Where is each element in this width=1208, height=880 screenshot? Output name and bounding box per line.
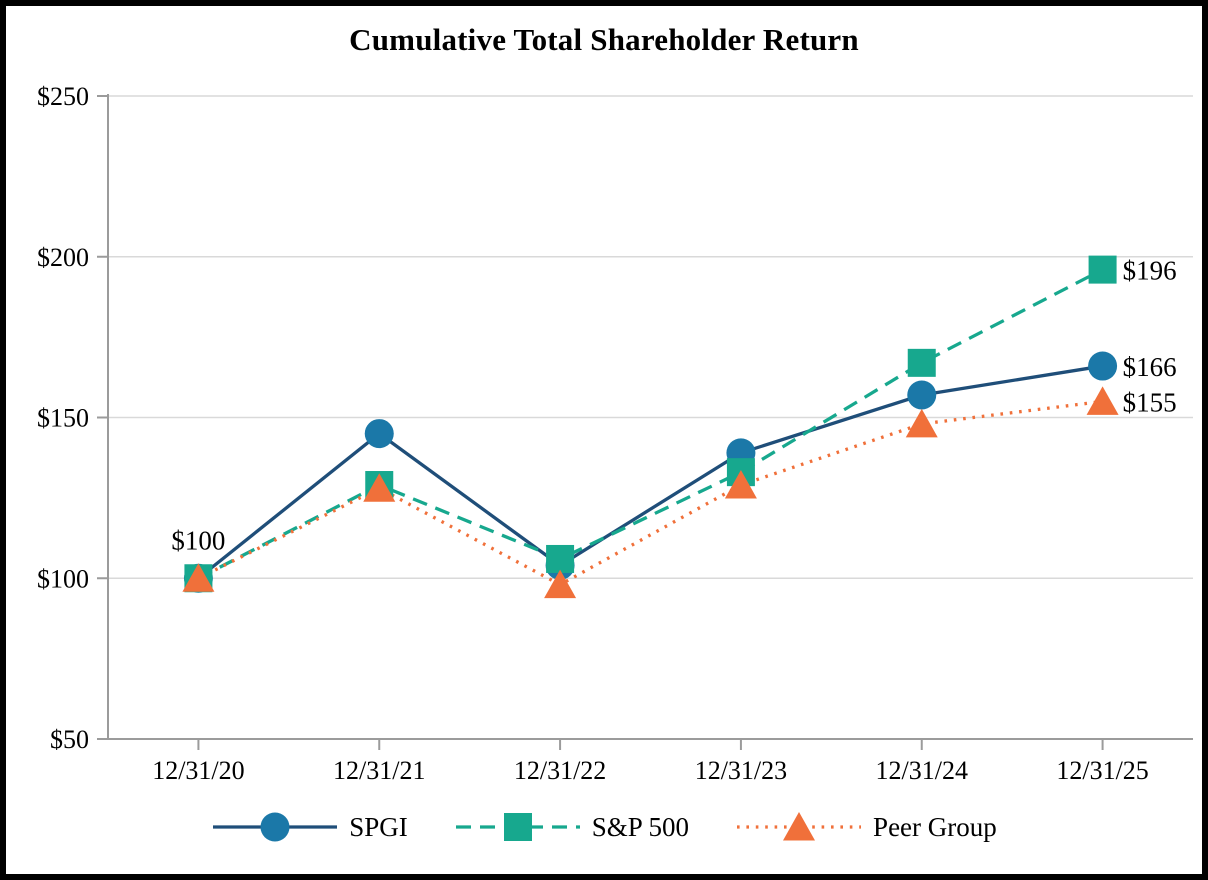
marker-square xyxy=(546,544,575,573)
marker-circle xyxy=(364,419,394,449)
y-tick-label: $100 xyxy=(37,564,89,593)
data-label: $155 xyxy=(1123,387,1177,417)
legend: SPGI S&P 500 Peer Group xyxy=(6,806,1202,848)
x-tick-label: 12/31/25 xyxy=(1056,756,1148,785)
marker-triangle xyxy=(544,569,577,599)
y-tick-label: $50 xyxy=(50,725,89,754)
marker-triangle xyxy=(905,408,938,438)
legend-item-s-p-500: S&P 500 xyxy=(454,806,689,848)
y-tick-label: $150 xyxy=(37,404,89,433)
x-tick-label: 12/31/21 xyxy=(333,756,425,785)
series-line-peer-group xyxy=(197,399,1103,587)
marker-triangle xyxy=(724,470,757,499)
data-label: $196 xyxy=(1123,256,1177,286)
legend-marker-triangle xyxy=(737,812,862,841)
chart-title: Cumulative Total Shareholder Return xyxy=(349,22,859,57)
legend-item-spgi: SPGI xyxy=(211,806,408,848)
marker-square xyxy=(1088,255,1117,284)
series-line-s-p-500 xyxy=(197,268,1104,580)
marker-triangle xyxy=(363,473,396,502)
plot-area: $250 $200 $150 $100 $50 12/31/20 12/31/21 12/31… xyxy=(37,82,1193,785)
legend-item-peer-group: Peer Group xyxy=(735,806,997,848)
legend-label: S&P 500 xyxy=(591,811,690,842)
y-tick-label: $250 xyxy=(37,82,89,111)
series-line-spgi xyxy=(197,364,1103,580)
marker-circle xyxy=(907,380,937,410)
legend-label: Peer Group xyxy=(873,811,997,842)
x-tick-label: 12/31/22 xyxy=(514,756,606,785)
x-tick-label: 12/31/20 xyxy=(152,756,244,785)
x-tick-label: 12/31/24 xyxy=(876,756,968,785)
marker-triangle xyxy=(1086,386,1119,415)
legend-marker-circle xyxy=(213,812,338,842)
marker-circle xyxy=(1088,351,1118,381)
data-label: $100 xyxy=(171,525,225,555)
x-tick-label: 12/31/23 xyxy=(695,756,787,785)
legend-marker-square xyxy=(455,813,580,841)
legend-label: SPGI xyxy=(349,811,408,842)
marker-triangle xyxy=(182,563,215,592)
data-label: $166 xyxy=(1123,352,1177,382)
marker-square xyxy=(907,348,936,377)
y-tick-label: $200 xyxy=(37,243,89,272)
